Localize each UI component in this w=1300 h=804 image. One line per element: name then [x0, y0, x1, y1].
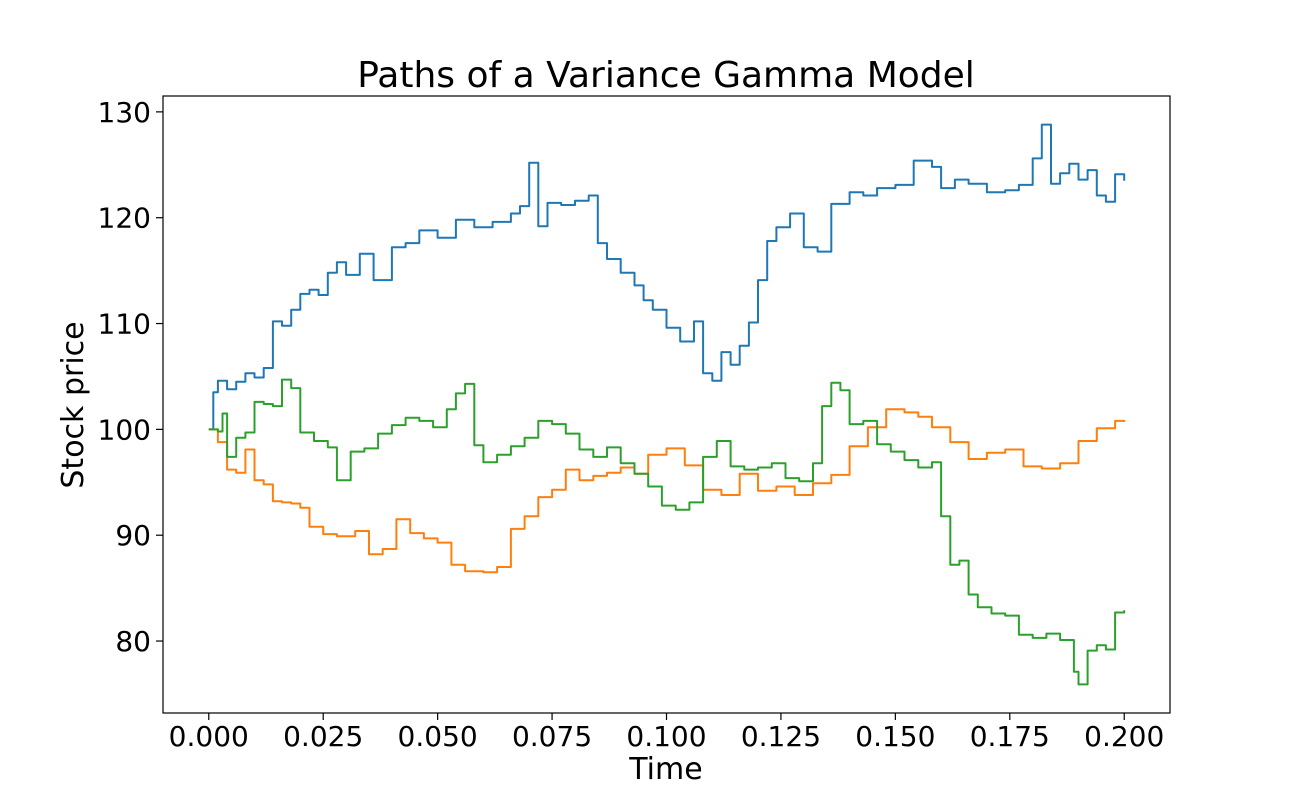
- x-axis-label: Time: [628, 752, 702, 787]
- y-axis: 80 90 100 110 120 130: [98, 96, 163, 658]
- x-tick-label: 0.175: [970, 720, 1050, 753]
- series-3-line: [208, 378, 1126, 686]
- y-tick-label: 120: [98, 202, 151, 235]
- x-axis: 0.000 0.025 0.050 0.075 0.100 0.125 0.150 0.175…: [169, 713, 1164, 753]
- y-tick-label: 100: [98, 413, 151, 446]
- y-axis-label: Stock price: [56, 321, 91, 488]
- y-tick-label: 90: [115, 519, 151, 552]
- x-tick-label: 0.050: [398, 720, 478, 753]
- x-tick-label: 0.200: [1084, 720, 1164, 753]
- x-tick-label: 0.100: [626, 720, 706, 753]
- x-tick-label: 0.000: [169, 720, 249, 753]
- series-2-line: [208, 408, 1126, 574]
- y-tick-label: 130: [98, 96, 151, 129]
- x-tick-label: 0.125: [741, 720, 821, 753]
- x-tick-label: 0.150: [855, 720, 935, 753]
- chart-title: Paths of a Variance Gamma Model: [357, 55, 975, 96]
- y-tick-label: 110: [98, 308, 151, 341]
- series-1-line: [208, 123, 1126, 431]
- x-tick-label: 0.025: [283, 720, 363, 753]
- series-group: [208, 123, 1126, 686]
- x-tick-label: 0.075: [512, 720, 592, 753]
- y-tick-label: 80: [115, 625, 151, 658]
